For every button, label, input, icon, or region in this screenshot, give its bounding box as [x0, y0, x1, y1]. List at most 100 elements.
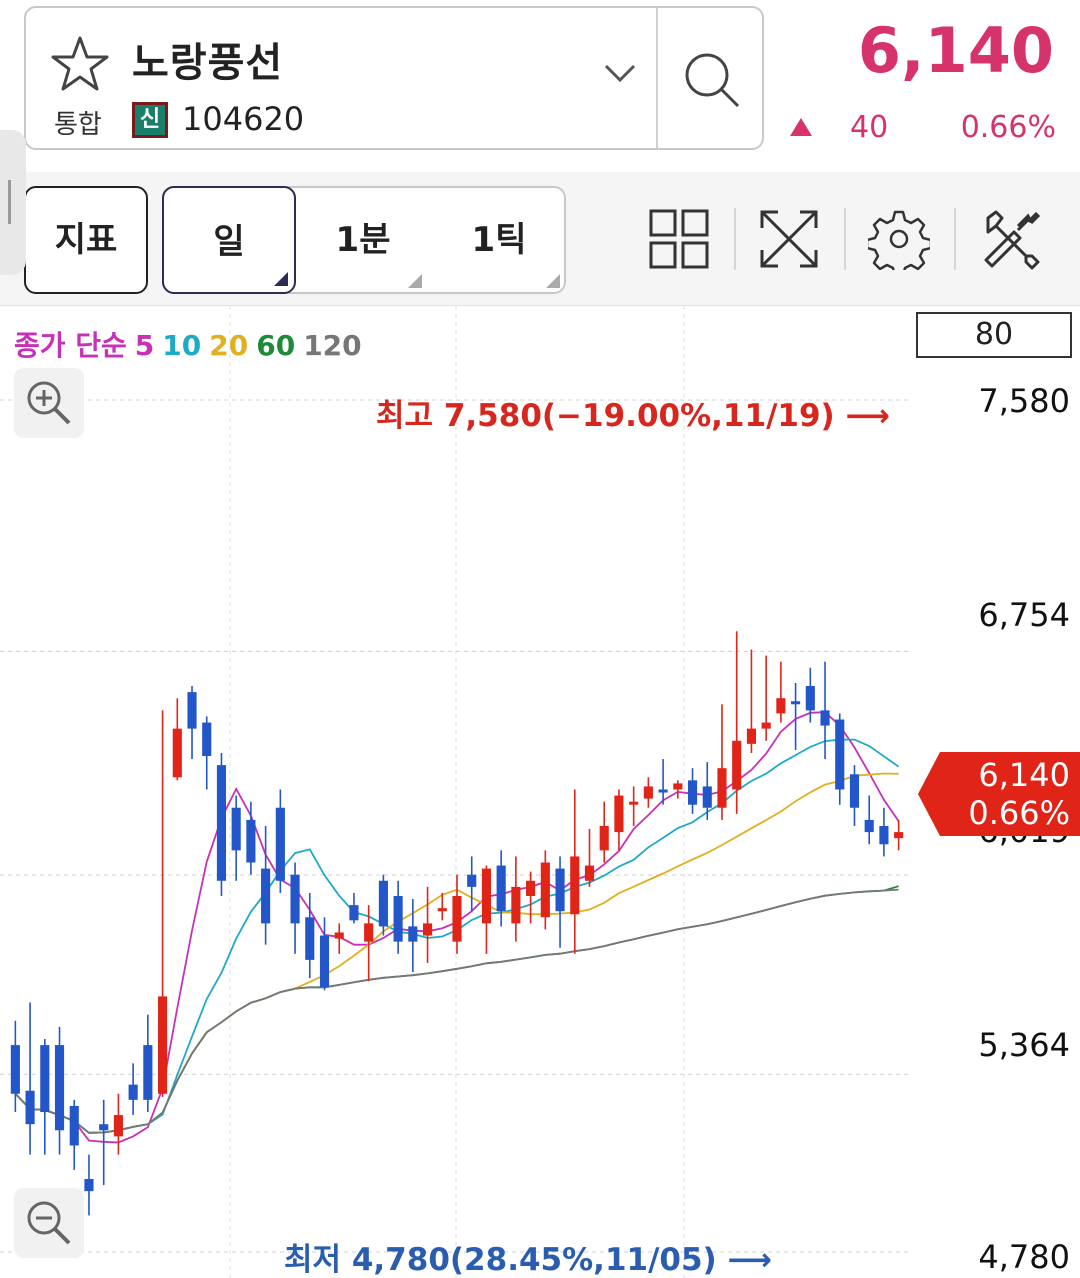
candle-body: [393, 895, 403, 942]
candle-body: [805, 686, 815, 711]
candle-body: [10, 1045, 20, 1094]
candle-body: [84, 1178, 94, 1192]
candle-body: [629, 801, 639, 805]
candle-body: [540, 862, 550, 918]
tools-icon[interactable]: [980, 208, 1042, 270]
candle-body: [467, 874, 477, 887]
candle-body: [879, 826, 889, 845]
period-label: 1분: [335, 220, 391, 260]
candle-body: [761, 722, 771, 729]
low-annotation-text: 최저 4,780(28.45%,11/05): [284, 1242, 717, 1278]
candle-body: [113, 1115, 123, 1137]
chevron-down-icon[interactable]: [600, 58, 640, 88]
candle-body: [54, 1045, 65, 1131]
divider: [734, 208, 736, 270]
legend-ma5: 5: [134, 329, 155, 362]
credit-badge: 신: [132, 102, 168, 138]
high-price-annotation: 최고 7,580(−19.00%,11/19) ⟶: [376, 398, 890, 434]
divider: [656, 8, 658, 148]
candle-body: [570, 856, 580, 915]
candle-body: [746, 728, 756, 744]
stock-name[interactable]: 노랑풍선: [132, 40, 284, 86]
period-label: 일: [213, 222, 245, 262]
corner-indicator: [274, 272, 288, 286]
market-label: 통합: [54, 110, 102, 140]
candle-body: [187, 692, 197, 729]
candle-body: [158, 996, 168, 1094]
candle-body: [246, 819, 256, 863]
candle-body: [496, 865, 506, 912]
corner-indicator: [546, 274, 560, 288]
y-axis-label: 5,364: [978, 1026, 1070, 1064]
ma-line-120: [14, 888, 899, 1134]
period-1min-button[interactable]: 1분: [298, 186, 428, 294]
candle-body: [99, 1124, 109, 1131]
candle-body: [40, 1045, 50, 1113]
price-change: 40 0.66%: [786, 110, 1056, 150]
grid-layout-icon[interactable]: [648, 208, 710, 270]
candle-body: [614, 795, 624, 833]
candle-body: [143, 1045, 153, 1100]
candle-body: [378, 880, 388, 927]
period-daily-button[interactable]: 일: [162, 186, 296, 294]
candle-body: [275, 807, 285, 881]
candle-body: [864, 819, 874, 833]
legend-prefix: 종가 단순: [14, 329, 127, 362]
candle-body: [349, 905, 359, 921]
candle-body: [172, 728, 182, 778]
candle-body: [25, 1090, 35, 1125]
stock-header: 노랑풍선 통합 신 104620 6,140 40 0.66%: [0, 0, 1080, 172]
candle-body: [422, 923, 433, 936]
price-tag-percent: 0.66%: [968, 794, 1070, 832]
candlestick-chart[interactable]: [0, 306, 1080, 1278]
candle-body: [452, 895, 462, 942]
candle-body: [305, 917, 315, 960]
candle-body: [658, 789, 668, 793]
current-price: 6,140: [857, 14, 1054, 87]
period-selector: 일 1분 1틱: [162, 186, 566, 294]
zoom-in-button[interactable]: [14, 368, 84, 438]
up-arrow-icon: [790, 118, 812, 136]
stock-selector[interactable]: 노랑풍선 통합 신 104620: [24, 6, 764, 150]
candle-body: [643, 786, 653, 799]
candle-body: [776, 698, 786, 714]
candle-body: [835, 719, 845, 790]
candle-body: [791, 701, 801, 705]
candle-body: [702, 786, 712, 808]
search-button[interactable]: [658, 8, 762, 148]
divider: [954, 208, 956, 270]
corner-indicator: [408, 274, 422, 288]
candle-count-box[interactable]: 80: [916, 312, 1072, 358]
y-axis-label: 7,580: [978, 382, 1070, 420]
price-tag-price: 6,140: [978, 756, 1070, 794]
legend-ma120: 120: [303, 329, 362, 362]
change-value: 40: [850, 110, 889, 145]
candle-body: [849, 774, 860, 808]
candle-body: [364, 923, 374, 942]
divider: [844, 208, 846, 270]
gear-icon[interactable]: [868, 208, 930, 270]
period-label: 1틱: [471, 220, 527, 260]
candle-body: [69, 1105, 79, 1146]
candle-body: [526, 880, 536, 896]
star-icon[interactable]: [48, 32, 112, 96]
y-axis-label: 4,780: [978, 1238, 1070, 1276]
candle-body: [290, 874, 300, 924]
candle-body: [673, 783, 683, 790]
candle-body: [216, 765, 227, 881]
zoom-in-icon: [27, 381, 71, 425]
side-panel-handle[interactable]: [0, 130, 26, 275]
zoom-out-icon: [27, 1201, 71, 1245]
indicator-button[interactable]: 지표: [24, 186, 148, 294]
search-icon: [685, 53, 740, 108]
candle-body: [319, 935, 330, 988]
candle-body: [334, 932, 344, 939]
period-1tick-button[interactable]: 1틱: [432, 186, 566, 294]
zoom-out-button[interactable]: [14, 1188, 84, 1258]
candle-body: [128, 1084, 138, 1100]
candle-body: [231, 807, 241, 851]
candle-body: [687, 780, 698, 805]
expand-icon[interactable]: [758, 208, 820, 270]
candle-body: [894, 832, 904, 839]
